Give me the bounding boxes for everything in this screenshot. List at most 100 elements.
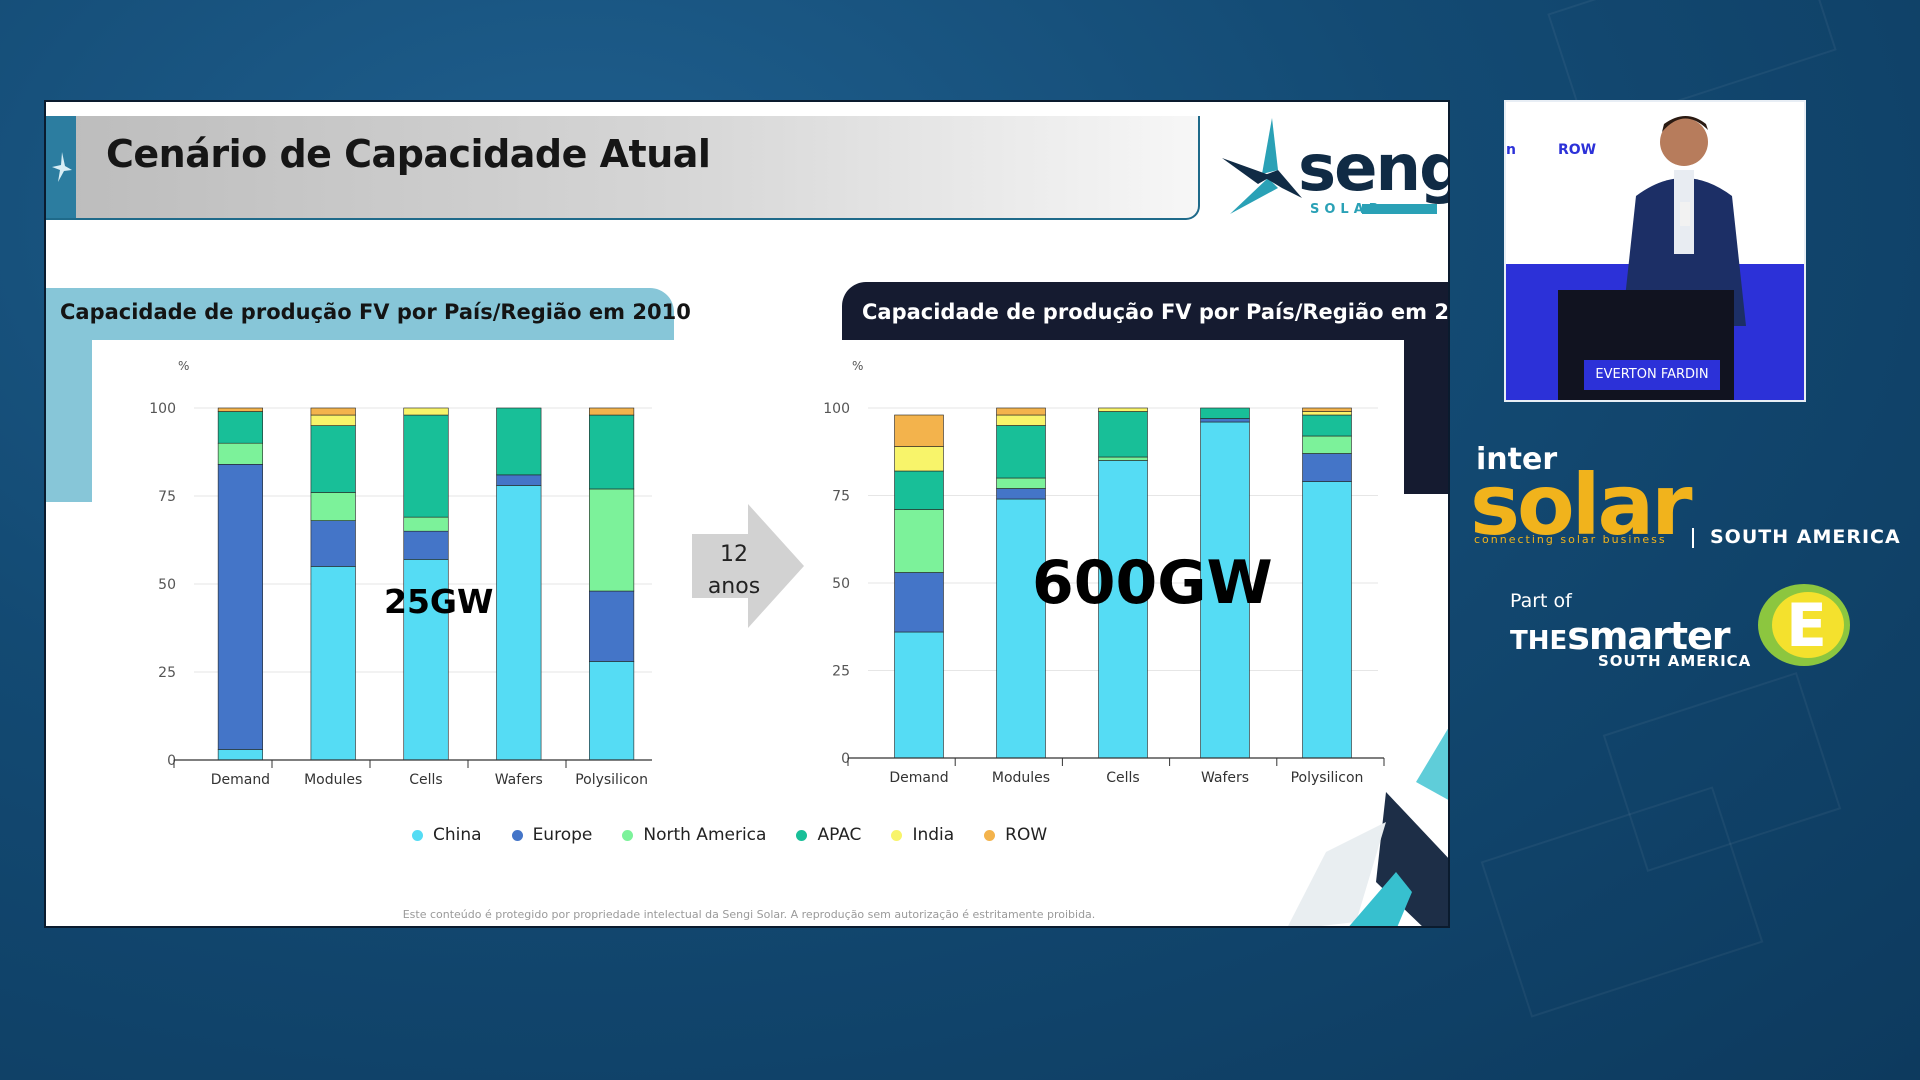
bar-segment-europe: [403, 530, 449, 560]
years-label: anos: [707, 574, 761, 599]
logo-underline: [1362, 204, 1437, 214]
bar-segment-north-america: [996, 477, 1046, 489]
bar-segment-china: [403, 559, 449, 761]
bar-segment-apac: [217, 411, 263, 444]
corner-decoration: [1288, 728, 1448, 926]
bar-segment-india: [403, 407, 449, 416]
presentation-slide: Cenário de Capacidade Atual sengi SOLAR …: [44, 100, 1450, 928]
x-tick-label: Demand: [889, 770, 948, 786]
bar-segment-china: [496, 485, 542, 761]
star-icon: [52, 152, 72, 182]
slide-title: Cenário de Capacidade Atual: [106, 132, 711, 176]
bar-segment-north-america: [589, 488, 635, 592]
y-tick-label: 50: [158, 577, 176, 593]
y-tick-label: 75: [158, 489, 176, 505]
legend-label: China: [433, 825, 482, 845]
legend-label: North America: [643, 825, 767, 845]
speaker-name: EVERTON FARDIN: [1584, 360, 1720, 390]
bar-segment-north-america: [217, 442, 263, 465]
x-tick-label: Demand: [211, 772, 270, 788]
bar-segment-china: [996, 498, 1046, 759]
chart-2010: % 0 25 50 75 100 Demand Modules Cells Wafers Polys…: [149, 359, 665, 788]
years-number: 12: [720, 542, 748, 567]
chart-2010-title: Capacidade de produção FV por País/Regiã…: [60, 300, 691, 324]
legend-india: India: [891, 825, 954, 845]
bar-segment-north-america: [310, 492, 356, 521]
y-tick-label: 50: [832, 576, 850, 592]
legend-label: India: [912, 825, 955, 845]
x-tick-label: Wafers: [495, 772, 543, 788]
intersolar-region: SOUTH AMERICA: [1710, 526, 1901, 548]
y-tick-label: 25: [832, 664, 850, 680]
e-letter: E: [1786, 591, 1827, 661]
smarter-e-logo-icon: E: [1758, 584, 1850, 666]
logo-subtitle: SOLAR: [1310, 202, 1384, 217]
bar-segment-india: [1098, 407, 1148, 412]
bar-segment-apac: [1302, 414, 1352, 437]
bar-segment-europe: [496, 474, 542, 486]
chart-2022-area: % 0 25 50 75 100 Demand Modules Cells Wafers Polys…: [780, 340, 1404, 808]
arrow-right-icon: [692, 504, 804, 628]
screen-text-row: ROW: [1558, 142, 1597, 158]
chart-2022: % 0 25 50 75 100 Demand Modules Cells Wafers Polys…: [823, 359, 1385, 786]
bar-segment-row: [217, 407, 263, 412]
y-axis-unit-label: %: [178, 359, 189, 373]
left-panel-header: Capacidade de produção FV por País/Regiã…: [46, 288, 691, 340]
bar-segment-row: [996, 407, 1046, 416]
bar-segment-apac: [403, 414, 449, 518]
x-tick-label: Polysilicon: [575, 772, 648, 788]
bar-segment-china: [1200, 421, 1250, 759]
bar-segment-china: [310, 566, 356, 761]
bar-segment-europe: [996, 488, 1046, 500]
bar-segment-europe: [1200, 418, 1250, 423]
intersolar-inter: inter: [1476, 442, 1558, 477]
brand-separator: [1692, 528, 1694, 548]
x-tick-label: Modules: [304, 772, 362, 788]
years-arrow: 12 anos: [692, 504, 804, 628]
bar-segment-europe: [217, 464, 263, 750]
legend-marker: [412, 829, 423, 841]
bar-segment-north-america: [403, 516, 449, 532]
legend-label: Europe: [532, 825, 593, 845]
legend-china: China: [412, 825, 482, 845]
legend-marker: [984, 829, 996, 841]
bar-segment-china: [1098, 460, 1148, 759]
legend-north-america: North America: [622, 825, 766, 845]
slide-title-bar: Cenário de Capacidade Atual: [46, 116, 1200, 220]
speaker-video-feed: n ROW EVERTON FARDIN: [1504, 100, 1806, 402]
bar-segment-apac: [310, 425, 356, 493]
x-tick-label: Wafers: [1201, 770, 1249, 786]
bar-segment-china: [894, 631, 944, 759]
bar-segment-india: [894, 446, 944, 472]
bar-segment-china: [217, 749, 263, 761]
bar-segment-apac: [1200, 407, 1250, 419]
sengi-star-icon: [1222, 118, 1302, 214]
bar-segment-apac: [589, 414, 635, 490]
bar-segment-india: [996, 414, 1046, 426]
y-tick-label: 25: [158, 665, 176, 681]
bar-segment-row: [310, 407, 356, 416]
chart-2010-area: % 0 25 50 75 100 Demand Modules Cells Wafers Polys…: [92, 340, 665, 808]
y-tick-label: 0: [167, 753, 176, 769]
intersolar-solar: solar: [1470, 456, 1693, 554]
bar-segment-india: [310, 414, 356, 426]
legend-europe: Europe: [511, 825, 593, 845]
bar-segment-north-america: [1098, 456, 1148, 461]
title-accent-stripe: [46, 116, 76, 218]
capacity-2022-label: 600GW: [1032, 548, 1273, 618]
bar-segment-row: [589, 407, 635, 416]
the-smarter-logo: THEsmarter: [1510, 614, 1731, 658]
bar-segment-apac: [496, 407, 542, 476]
bar-segment-apac: [996, 425, 1046, 479]
legend-marker: [796, 829, 808, 841]
y-tick-label: 75: [832, 489, 850, 505]
bar-segment-europe: [894, 572, 944, 633]
legend-apac: APAC: [796, 825, 861, 845]
bar-segment-row: [894, 414, 944, 447]
right-panel-header: Capacidade de produção FV por País/Regiã…: [842, 282, 1448, 340]
intersolar-tagline: connecting solar business: [1474, 533, 1667, 546]
bar-segment-north-america: [1302, 435, 1352, 454]
bar-segment-india: [1302, 411, 1352, 416]
y-tick-label: 0: [841, 751, 850, 767]
legend-marker: [891, 829, 903, 841]
